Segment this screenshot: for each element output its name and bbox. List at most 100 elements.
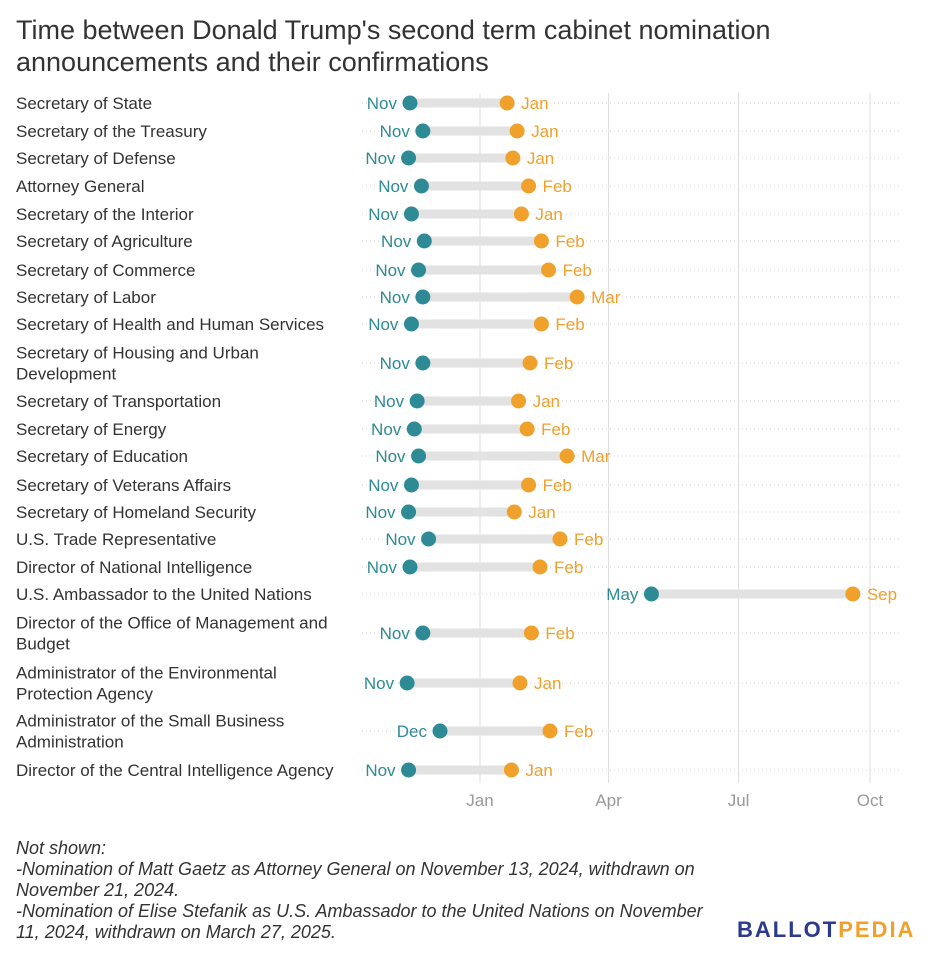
row-20-nomination-label: Nov	[364, 674, 395, 693]
row-11-position-label: Secretary of Transportation	[16, 392, 221, 411]
row-9-nomination-dot	[403, 316, 419, 332]
row-15-nomination-dot	[401, 504, 417, 520]
row-12-nomination-dot	[406, 421, 422, 437]
footnote-heading: Not shown:	[16, 838, 107, 858]
row-22-confirmation-dot	[503, 762, 519, 778]
row-8-nomination-dot	[415, 289, 431, 305]
row-14-confirmation-dot	[521, 477, 537, 493]
row-5-nomination-label: Nov	[368, 205, 399, 224]
row-9-nomination-label: Nov	[368, 315, 399, 334]
row-22-nomination-dot	[401, 762, 417, 778]
row-17-confirmation-label: Feb	[554, 558, 583, 577]
row-18-nomination-dot	[643, 586, 659, 602]
row-20-position-label: Administrator of the Environmental Protec…	[16, 664, 277, 704]
row-2-nomination-label: Nov	[380, 122, 411, 141]
row-15-position-label: Secretary of Homeland Security	[16, 503, 256, 522]
row-14-nomination-dot	[403, 477, 419, 493]
row-10-nomination-dot	[415, 355, 431, 371]
row-11-confirmation-dot	[511, 393, 527, 409]
row-22-nomination-label: Nov	[365, 761, 396, 780]
row-21-nomination-label: Dec	[397, 722, 428, 741]
footnote-stefanik: -Nomination of Elise Stefanik as U.S. Am…	[16, 901, 703, 942]
x-tick-label-oct: Oct	[857, 791, 884, 810]
row-19-nomination-dot	[415, 625, 431, 641]
row-14-nomination-label: Nov	[368, 476, 399, 495]
row-12-confirmation-label: Feb	[541, 420, 570, 439]
row-9-confirmation-dot	[533, 316, 549, 332]
logo-part1: BALLOT	[737, 917, 839, 942]
row-15-confirmation-label: Jan	[528, 503, 555, 522]
row-9-position-label: Secretary of Health and Human Services	[16, 315, 324, 334]
row-21-confirmation-label: Feb	[564, 722, 593, 741]
x-tick-label-jan: Jan	[466, 791, 493, 810]
ballotpedia-logo: BALLOTPEDIA	[737, 917, 915, 943]
row-2-confirmation-dot	[509, 123, 525, 139]
row-16-nomination-dot	[421, 531, 437, 547]
row-18-nomination-label: May	[606, 585, 639, 604]
row-3-confirmation-dot	[505, 150, 521, 166]
row-12-position-label: Secretary of Energy	[16, 420, 167, 439]
row-22-confirmation-label: Jan	[525, 761, 552, 780]
row-3-nomination-dot	[401, 150, 417, 166]
footnotes: Not shown: -Nomination of Matt Gaetz as …	[16, 838, 716, 943]
row-2-position-label: Secretary of the Treasury	[16, 122, 207, 141]
row-22-position-label: Director of the Central Intelligence Age…	[16, 761, 334, 780]
dumbbell-chart: Jan Apr Jul Oct Secretary of State Nov Jan Secr…	[16, 93, 900, 810]
row-7-nomination-dot	[411, 262, 427, 278]
logo-part2: PEDIA	[838, 917, 916, 942]
row-13-nomination-dot	[411, 448, 427, 464]
row-21-nomination-dot	[432, 723, 448, 739]
row-7-nomination-label: Nov	[375, 261, 406, 280]
row-9-confirmation-label: Feb	[555, 315, 584, 334]
row-1-confirmation-dot	[499, 95, 515, 111]
row-12-confirmation-dot	[519, 421, 535, 437]
row-4-nomination-dot	[413, 178, 429, 194]
row-13-position-label: Secretary of Education	[16, 447, 188, 466]
row-1-nomination-dot	[402, 95, 418, 111]
row-15-nomination-label: Nov	[365, 503, 396, 522]
row-8-confirmation-dot	[569, 289, 585, 305]
row-5-nomination-dot	[403, 206, 419, 222]
row-3-position-label: Secretary of Defense	[16, 149, 176, 168]
row-6-confirmation-label: Feb	[555, 232, 584, 251]
row-10-position-label: Secretary of Housing and Urban Developmen…	[16, 344, 259, 384]
row-19-nomination-label: Nov	[380, 624, 411, 643]
row-17-confirmation-dot	[532, 559, 548, 575]
row-7-position-label: Secretary of Commerce	[16, 261, 196, 280]
row-21-confirmation-dot	[542, 723, 558, 739]
row-5-confirmation-dot	[513, 206, 529, 222]
x-tick-label-jul: Jul	[728, 791, 750, 810]
footnote-gaetz: -Nomination of Matt Gaetz as Attorney Ge…	[16, 859, 695, 900]
row-20-confirmation-label: Jan	[534, 674, 561, 693]
row-6-confirmation-dot	[533, 233, 549, 249]
row-3-nomination-label: Nov	[365, 149, 396, 168]
row-7-confirmation-label: Feb	[563, 261, 592, 280]
row-18-confirmation-label: Sep	[867, 585, 897, 604]
row-4-confirmation-dot	[521, 178, 537, 194]
row-8-position-label: Secretary of Labor	[16, 288, 156, 307]
row-10-confirmation-label: Feb	[544, 354, 573, 373]
row-8-nomination-label: Nov	[380, 288, 411, 307]
row-13-nomination-label: Nov	[375, 447, 406, 466]
row-4-nomination-label: Nov	[378, 177, 409, 196]
row-13-confirmation-label: Mar	[581, 447, 611, 466]
row-16-position-label: U.S. Trade Representative	[16, 530, 216, 549]
row-5-position-label: Secretary of the Interior	[16, 205, 194, 224]
row-17-nomination-dot	[402, 559, 418, 575]
row-17-position-label: Director of National Intelligence	[16, 558, 252, 577]
row-6-nomination-dot	[416, 233, 432, 249]
row-14-position-label: Secretary of Veterans Affairs	[16, 476, 231, 495]
row-16-confirmation-label: Feb	[574, 530, 603, 549]
row-1-nomination-label: Nov	[367, 94, 398, 113]
row-1-position-label: Secretary of State	[16, 94, 152, 113]
row-18-position-label: U.S. Ambassador to the United Nations	[16, 585, 312, 604]
row-6-nomination-label: Nov	[381, 232, 412, 251]
row-19-confirmation-label: Feb	[545, 624, 574, 643]
row-18-confirmation-dot	[845, 586, 861, 602]
chart-title: Time between Donald Trump's second term …	[16, 15, 771, 77]
row-13-confirmation-dot	[559, 448, 575, 464]
row-1-confirmation-label: Jan	[521, 94, 548, 113]
row-10-nomination-label: Nov	[380, 354, 411, 373]
row-16-confirmation-dot	[552, 531, 568, 547]
row-20-confirmation-dot	[512, 675, 528, 691]
